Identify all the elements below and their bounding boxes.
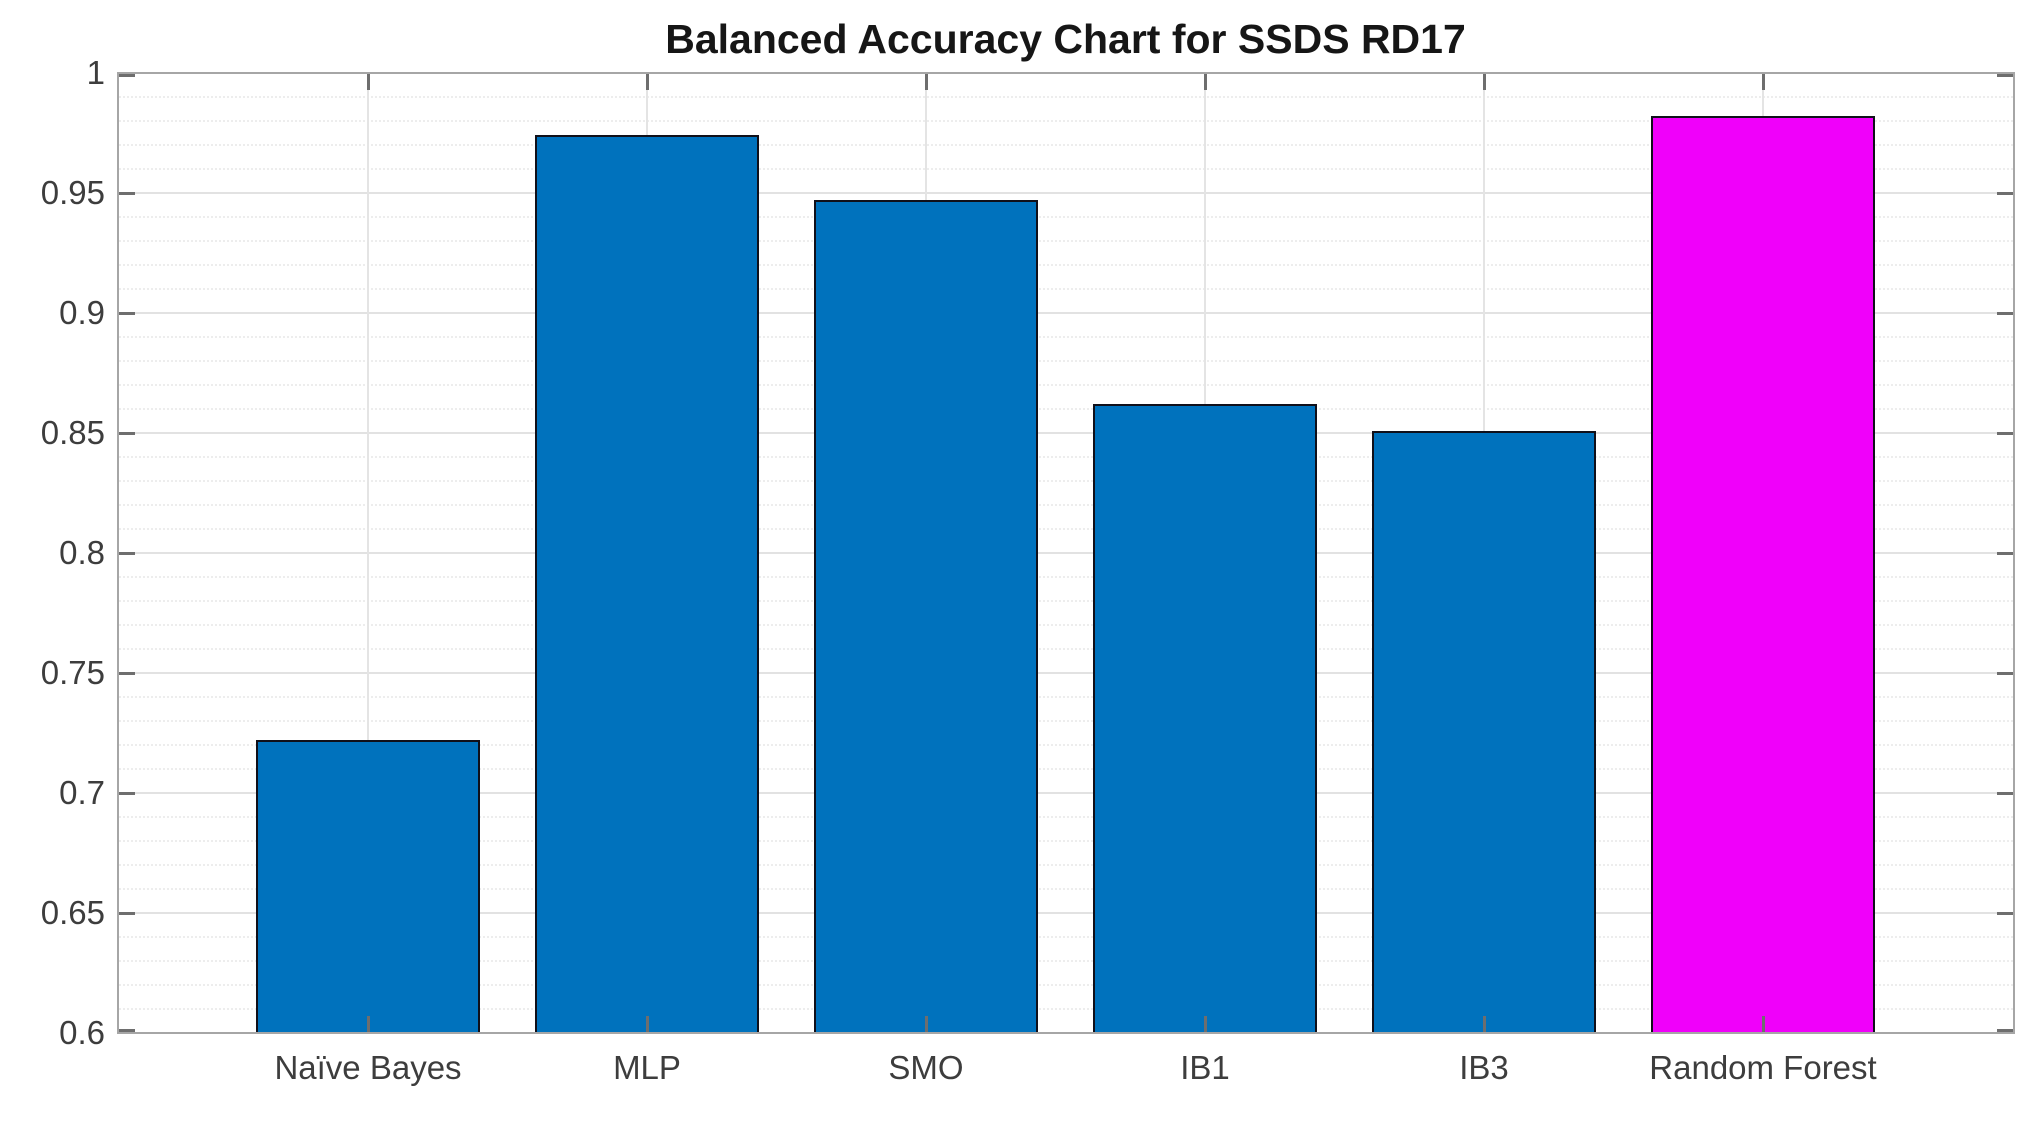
x-tick-mark-top: [1762, 74, 1765, 90]
y-tick-label: 1: [86, 54, 105, 91]
y-tick-mark-left: [119, 672, 135, 675]
y-minor-gridline: [119, 888, 2013, 890]
y-minor-gridline: [119, 816, 2013, 818]
y-minor-gridline: [119, 144, 2013, 146]
x-category-label-mlp: MLP: [613, 1049, 681, 1086]
y-major-gridline: [119, 672, 2013, 674]
y-major-gridline: [119, 192, 2013, 194]
y-tick-mark-right: [1997, 432, 2013, 435]
x-category-label-random-forest: Random Forest: [1649, 1049, 1877, 1086]
y-tick-mark-right: [1997, 312, 2013, 315]
y-tick-label: 0.7: [59, 774, 105, 811]
bar-mlp: [535, 135, 759, 1032]
x-tick-mark-bottom: [1483, 1016, 1486, 1032]
y-tick-label: 0.8: [59, 534, 105, 571]
y-minor-gridline: [119, 240, 2013, 242]
y-minor-gridline: [119, 96, 2013, 98]
y-tick-mark-right: [1997, 672, 2013, 675]
y-minor-gridline: [119, 960, 2013, 962]
y-tick-mark-right: [1997, 552, 2013, 555]
y-major-gridline: [119, 312, 2013, 314]
bar-random-forest: [1651, 116, 1875, 1032]
y-minor-gridline: [119, 600, 2013, 602]
x-tick-mark-bottom: [646, 1016, 649, 1032]
bar-smo: [814, 200, 1038, 1032]
y-tick-label: 0.85: [40, 414, 105, 451]
y-minor-gridline: [119, 336, 2013, 338]
y-minor-gridline: [119, 168, 2013, 170]
x-category-label-na-ve-bayes: Naïve Bayes: [274, 1049, 462, 1086]
bar-na-ve-bayes: [256, 740, 480, 1032]
y-minor-gridline: [119, 288, 2013, 290]
y-minor-gridline: [119, 744, 2013, 746]
y-minor-gridline: [119, 720, 2013, 722]
y-minor-gridline: [119, 264, 2013, 266]
y-minor-gridline: [119, 360, 2013, 362]
bar-ib3: [1372, 430, 1596, 1032]
x-tick-mark-top: [367, 74, 370, 90]
chart-title: Balanced Accuracy Chart for SSDS RD17: [665, 16, 1466, 62]
y-minor-gridline: [119, 840, 2013, 842]
y-minor-gridline: [119, 576, 2013, 578]
y-minor-gridline: [119, 696, 2013, 698]
y-major-gridline: [119, 552, 2013, 554]
y-tick-mark-right: [1997, 792, 2013, 795]
y-minor-gridline: [119, 408, 2013, 410]
y-tick-mark-left: [119, 432, 135, 435]
y-major-gridline: [119, 792, 2013, 794]
y-minor-gridline: [119, 120, 2013, 122]
y-minor-gridline: [119, 384, 2013, 386]
y-tick-label: 0.6: [59, 1014, 105, 1051]
y-tick-mark-left: [119, 792, 135, 795]
y-tick-label: 0.95: [40, 174, 105, 211]
y-tick-mark-left: [119, 74, 135, 77]
y-major-gridline: [119, 432, 2013, 434]
x-tick-mark-top: [1483, 74, 1486, 90]
x-tick-mark-bottom: [367, 1016, 370, 1032]
y-tick-label: 0.75: [40, 654, 105, 691]
y-minor-gridline: [119, 984, 2013, 986]
y-minor-gridline: [119, 936, 2013, 938]
y-minor-gridline: [119, 480, 2013, 482]
bar-ib1: [1093, 404, 1317, 1032]
y-minor-gridline: [119, 864, 2013, 866]
plot-area: [117, 72, 2015, 1034]
y-minor-gridline: [119, 624, 2013, 626]
y-tick-label: 0.65: [40, 894, 105, 931]
y-major-gridline: [119, 912, 2013, 914]
y-tick-label: 0.9: [59, 294, 105, 331]
y-tick-mark-right: [1997, 192, 2013, 195]
y-tick-mark-left: [119, 312, 135, 315]
x-tick-mark-bottom: [925, 1016, 928, 1032]
x-category-label-ib3: IB3: [1459, 1049, 1509, 1086]
x-gridline: [367, 74, 369, 1032]
y-tick-mark-left: [119, 912, 135, 915]
y-tick-mark-left: [119, 1029, 135, 1032]
y-tick-mark-right: [1997, 1029, 2013, 1032]
x-tick-mark-top: [1204, 74, 1207, 90]
x-tick-mark-bottom: [1204, 1016, 1207, 1032]
y-minor-gridline: [119, 504, 2013, 506]
y-minor-gridline: [119, 1008, 2013, 1010]
y-minor-gridline: [119, 456, 2013, 458]
x-tick-mark-top: [925, 74, 928, 90]
x-category-label-smo: SMO: [888, 1049, 964, 1086]
x-tick-mark-bottom: [1762, 1016, 1765, 1032]
x-tick-mark-top: [646, 74, 649, 90]
y-minor-gridline: [119, 648, 2013, 650]
y-minor-gridline: [119, 528, 2013, 530]
y-tick-mark-left: [119, 552, 135, 555]
y-minor-gridline: [119, 768, 2013, 770]
y-tick-mark-left: [119, 192, 135, 195]
y-tick-mark-right: [1997, 74, 2013, 77]
y-tick-mark-right: [1997, 912, 2013, 915]
x-category-label-ib1: IB1: [1180, 1049, 1230, 1086]
y-minor-gridline: [119, 216, 2013, 218]
